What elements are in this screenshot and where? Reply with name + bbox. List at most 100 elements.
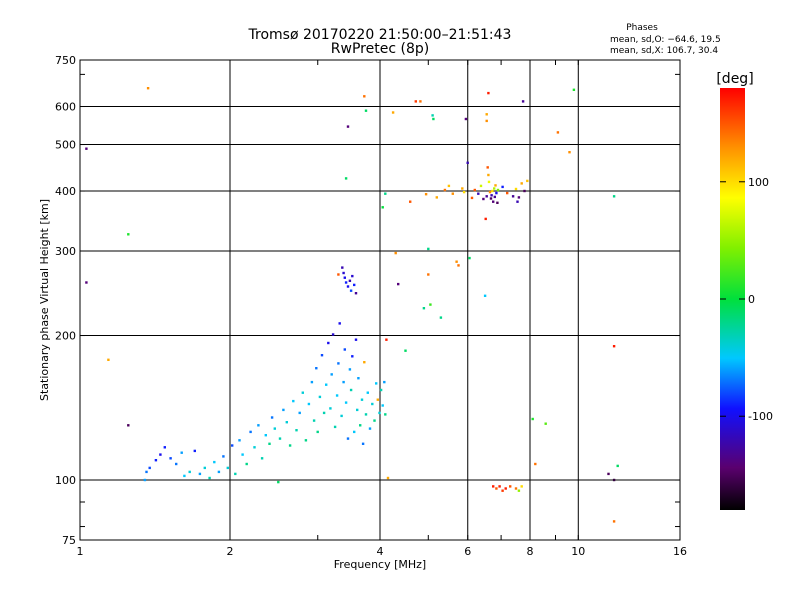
echo-point [349,388,353,392]
echo-point [381,404,384,407]
echo-point [523,189,526,193]
y-axis-ticks: 75 100 200 300 400 500 600 750 [55,54,680,547]
echo-point [249,430,252,434]
echo-point [381,206,384,209]
echo-point [487,91,490,95]
echo-point [470,196,474,200]
echo-point [409,200,412,203]
echo-point [493,195,496,199]
echo-point [490,194,493,197]
echo-point [344,177,348,180]
echo-point [146,87,150,90]
echo-point [379,388,383,392]
x-tick-label: 4 [377,545,384,558]
echo-point [514,487,518,490]
echo-point [384,413,387,416]
echo-point [517,196,521,199]
echo-point [493,187,496,190]
echo-point [270,416,274,419]
echo-point [511,195,515,198]
echo-point [234,472,237,476]
echo-point [455,260,458,263]
echo-point [526,179,529,183]
x-tick-label: 16 [673,545,687,558]
phase-stats-x: mean, sd,X: 106.7, 30.4 [610,46,718,56]
echo-point [337,273,340,276]
echo-point [612,195,616,198]
echo-point [282,408,285,412]
echo-point [394,251,397,255]
y-tick-label: 500 [55,139,76,152]
echo-point [333,425,337,429]
echo-point [492,485,495,488]
echo-point [385,338,388,341]
echo-point [340,414,343,418]
echo-point [432,117,435,121]
echo-point [198,472,202,476]
echo-point [344,401,348,404]
echo-point [285,421,288,424]
echo-point [85,147,88,150]
echo-point [327,341,330,345]
echo-point [516,200,519,203]
echo-point [288,444,292,447]
echo-point [495,487,498,490]
echo-point [353,283,356,287]
echo-point [208,476,211,480]
echo-point [616,464,619,468]
echo-point [466,161,469,164]
echo-point [521,100,525,103]
echo-point [342,380,345,384]
echo-point [357,377,360,380]
echo-point [509,485,512,488]
echo-point [183,474,186,478]
echo-point [384,192,387,195]
echo-point [337,362,340,365]
echo-point [487,180,491,184]
y-tick-label: 75 [62,534,76,547]
echo-point [253,446,256,449]
echo-point [427,247,430,251]
echo-point [154,459,158,462]
echo-point [495,191,498,195]
echo-point [373,419,376,422]
echo-point [354,292,358,295]
echo-point [330,373,333,376]
echo-point [366,391,369,394]
echo-point [343,348,346,351]
echo-point [127,424,130,427]
y-tick-label: 100 [55,474,76,487]
echo-point [457,264,460,267]
echo-point [468,256,471,260]
echo-point [443,188,447,192]
echo-point [213,460,216,464]
echo-point [163,446,166,449]
echo-point [485,119,488,123]
echo-point [188,470,191,474]
echo-point [346,437,350,440]
echo-point [486,166,489,169]
echo-point [439,316,443,319]
echo-point [397,282,400,286]
phase-stats-heading: Phases [626,23,658,33]
echo-point [368,427,372,430]
echo-point [501,185,504,189]
echo-point [298,411,301,415]
echo-point [492,200,495,203]
echo-point [180,451,183,454]
echo-point [479,184,483,188]
x-tick-label: 8 [527,545,534,558]
colorbar-tick-label: 100 [748,176,769,189]
echo-point [342,271,345,275]
echo-point [371,402,374,406]
echo-point [143,478,147,482]
echo-point [375,382,378,385]
echo-point [435,196,438,199]
echo-point [348,279,352,282]
echo-point [320,354,324,357]
echo-point [607,472,610,476]
echo-point [419,100,422,103]
echo-point [363,361,366,364]
echo-point [257,424,260,427]
